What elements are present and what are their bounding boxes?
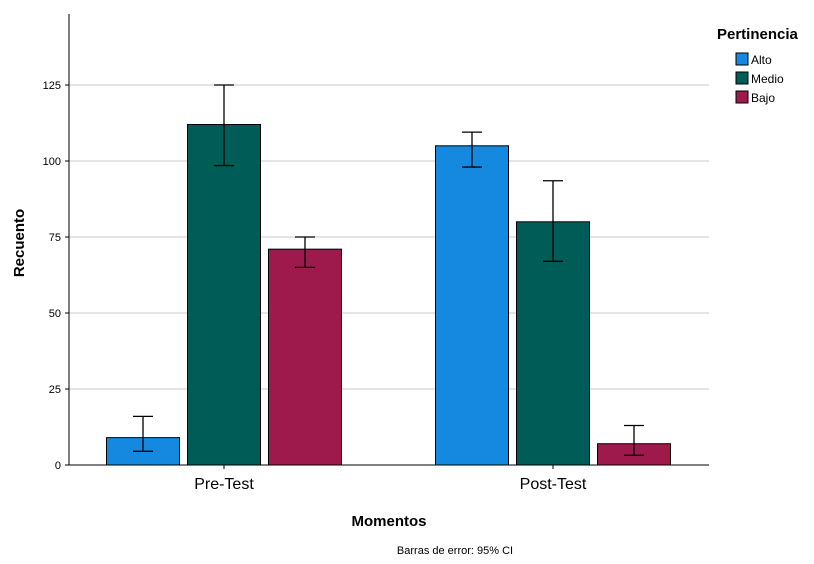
- x-tick-label: Pre-Test: [194, 476, 254, 493]
- legend-label-alto: Alto: [751, 53, 772, 67]
- error-bars-group: [133, 84, 644, 456]
- legend-swatch-bajo: [735, 90, 749, 104]
- bar-alto-post-test: [435, 145, 509, 466]
- y-tick-label: 50: [49, 308, 61, 320]
- bar-medio-pre-test: [187, 124, 261, 466]
- y-tick-label: 75: [49, 232, 61, 244]
- legend-swatch-medio: [735, 71, 749, 85]
- y-tick-label: 0: [55, 460, 61, 472]
- x-axis-ticks: Pre-Test Post-Test: [194, 465, 587, 493]
- grid-lines: [69, 84, 709, 390]
- y-tick-label: 25: [49, 384, 61, 396]
- legend-label-medio: Medio: [751, 72, 784, 86]
- axes: [68, 14, 709, 466]
- legend-swatch-alto: [735, 52, 749, 66]
- legend-label-bajo: Bajo: [751, 91, 775, 105]
- y-axis-title: Recuento: [11, 209, 28, 277]
- legend-title: Pertinencia: [717, 26, 799, 43]
- legend: Pertinencia Alto Medio Bajo: [717, 26, 799, 105]
- y-tick-label: 125: [43, 80, 61, 92]
- bar-medio-post-test: [516, 221, 590, 466]
- bar-bajo-pre-test: [268, 248, 342, 466]
- footnote: Barras de error: 95% CI: [397, 545, 513, 557]
- y-axis-ticks: 0 25 50 75 100 125: [43, 80, 69, 472]
- bars-group: [106, 124, 671, 466]
- x-tick-label: Post-Test: [520, 476, 587, 493]
- y-tick-label: 100: [43, 156, 61, 168]
- x-axis-title: Momentos: [352, 513, 427, 530]
